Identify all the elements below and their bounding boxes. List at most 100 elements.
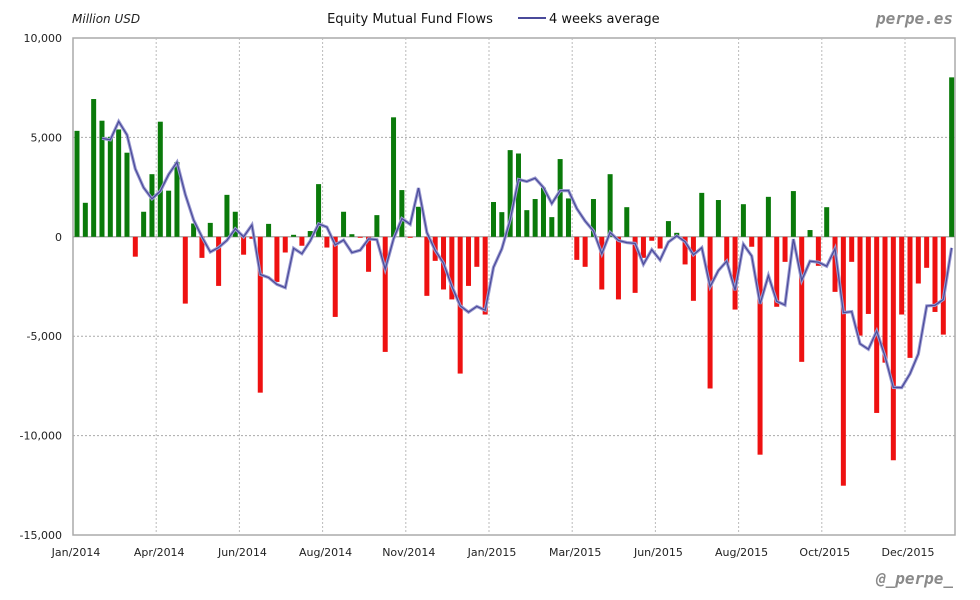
bar (207, 222, 213, 237)
bar (157, 121, 163, 237)
x-tick-label: Jan/2015 (467, 546, 517, 559)
bar (341, 211, 347, 237)
bar (141, 211, 147, 237)
bar (857, 236, 863, 336)
bar (665, 221, 671, 237)
bar (865, 236, 871, 314)
twitter-handle: @_perpe_ (875, 569, 953, 588)
bar (940, 236, 946, 335)
bar (257, 236, 263, 393)
bar (557, 159, 563, 237)
bar (515, 153, 521, 237)
bar (732, 236, 738, 310)
bar (715, 200, 721, 237)
bar (932, 236, 938, 312)
bar (291, 234, 297, 237)
bar (466, 236, 472, 286)
bar (824, 207, 830, 237)
bar (299, 236, 305, 246)
bar (649, 236, 655, 241)
y-tick-label: 0 (55, 231, 62, 244)
bar (74, 130, 80, 237)
bar (524, 210, 530, 237)
bar (474, 236, 480, 267)
bar (882, 236, 888, 363)
bar (82, 202, 88, 237)
bar (174, 162, 180, 237)
bar (216, 236, 222, 286)
bar (357, 236, 363, 238)
average-line (101, 118, 954, 390)
bar (416, 206, 422, 237)
bar (582, 236, 588, 267)
bar (391, 117, 397, 237)
average-line-path (101, 120, 953, 389)
bar (690, 236, 696, 301)
bar (407, 236, 413, 238)
bar (307, 231, 313, 237)
bar (774, 236, 780, 307)
bar (132, 236, 138, 257)
bar (282, 236, 288, 253)
bar (749, 236, 755, 247)
y-unit-label: Million USD (72, 12, 140, 26)
chart-title: Equity Mutual Fund Flows (327, 12, 493, 27)
bar (607, 174, 613, 237)
brand-logo: perpe.es (875, 9, 953, 28)
bar (382, 236, 388, 352)
bar (874, 236, 880, 413)
x-tick-label: Apr/2014 (134, 546, 185, 559)
bar (740, 204, 746, 237)
bar (699, 192, 705, 237)
bar (590, 199, 596, 237)
bar (499, 212, 505, 237)
bar (840, 236, 846, 486)
bar (849, 236, 855, 262)
bar (574, 236, 580, 260)
y-tick-label: -5,000 (27, 330, 62, 343)
bar (532, 199, 538, 237)
bar (274, 236, 280, 282)
bar (565, 198, 571, 237)
y-tick-label: 5,000 (31, 131, 63, 144)
bar (799, 236, 805, 362)
bar (324, 236, 330, 248)
bar (349, 234, 355, 237)
x-tick-label: Dec/2015 (882, 546, 935, 559)
bar (615, 236, 621, 300)
bar (924, 236, 930, 268)
bar (99, 120, 105, 237)
bar (182, 236, 188, 304)
bar (807, 230, 813, 237)
bar (91, 99, 97, 237)
bar (107, 136, 113, 237)
y-tick-label: -15,000 (20, 529, 62, 542)
bar (224, 194, 230, 237)
bar (199, 236, 205, 258)
bar (191, 223, 197, 237)
plot-area (72, 37, 956, 536)
x-tick-label: Jan/2014 (51, 546, 101, 559)
y-tick-label: 10,000 (24, 32, 63, 45)
bar (540, 187, 546, 237)
y-axis: 10,000 5,000 0 -5,000 -10,000 -15,000 (20, 32, 62, 542)
bar (449, 236, 455, 300)
bar (374, 215, 380, 237)
bar (116, 129, 122, 237)
bar (724, 236, 730, 264)
x-tick-label: Oct/2015 (799, 546, 850, 559)
bar (332, 236, 338, 317)
bar (124, 152, 130, 237)
bar (491, 202, 496, 237)
bar (899, 236, 905, 315)
x-tick-label: Jun/2014 (217, 546, 267, 559)
bar (782, 236, 788, 262)
bar (757, 236, 763, 455)
bar (682, 236, 688, 265)
bar (632, 236, 638, 293)
bar (166, 190, 172, 237)
bar (424, 236, 430, 296)
x-tick-label: Aug/2014 (299, 546, 352, 559)
bar (765, 196, 771, 237)
bar (949, 77, 955, 237)
